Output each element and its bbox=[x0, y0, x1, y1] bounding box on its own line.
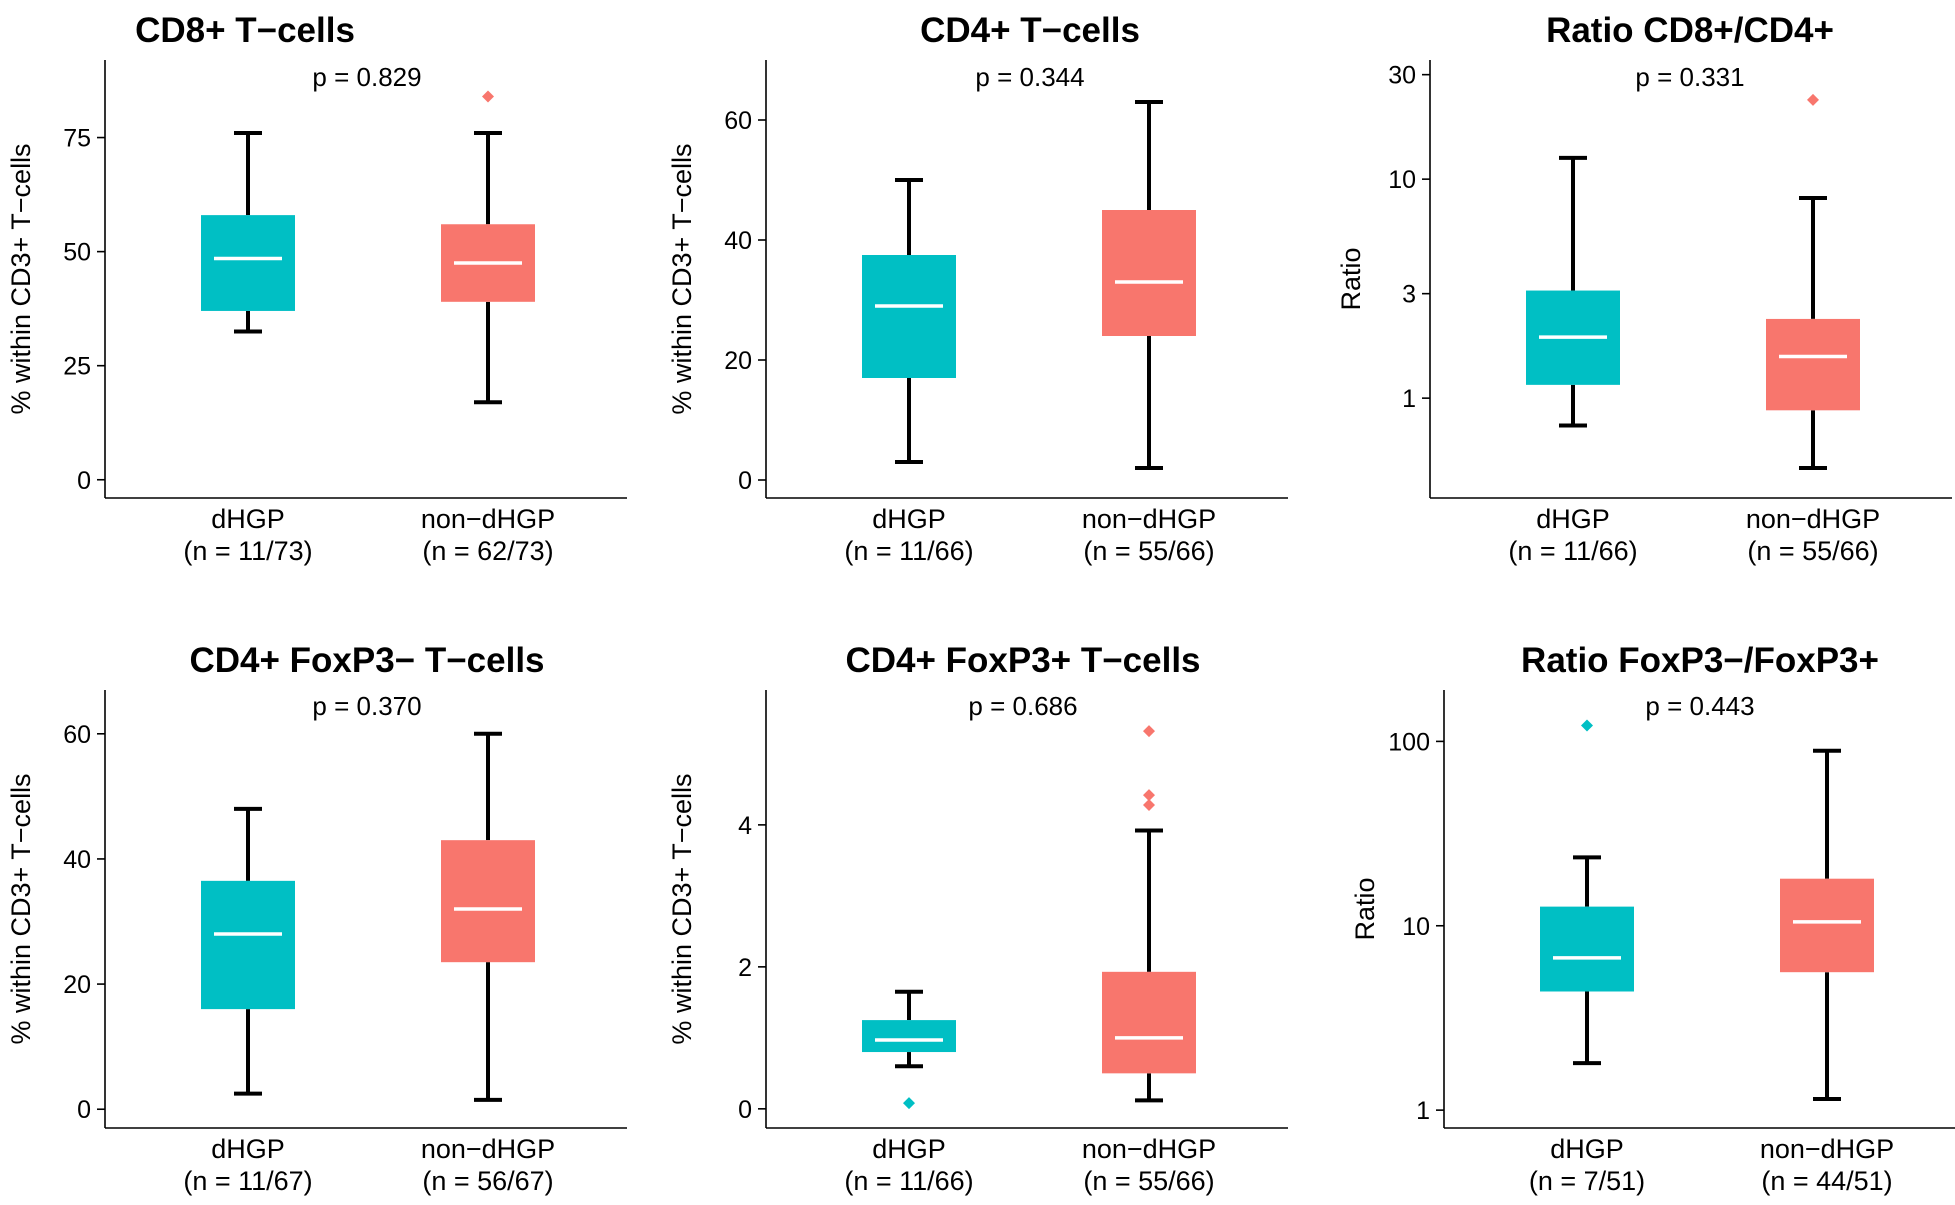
panel-title: CD8+ T−cells bbox=[135, 11, 355, 50]
x-category-label: dHGP bbox=[872, 504, 946, 534]
x-sample-size-label: (n = 44/51) bbox=[1761, 1166, 1892, 1196]
x-category-label: dHGP bbox=[211, 1134, 285, 1164]
y-tick-label: 20 bbox=[63, 971, 91, 999]
x-sample-size-label: (n = 11/66) bbox=[844, 1166, 973, 1196]
outlier-point bbox=[1807, 93, 1819, 106]
y-tick-label: 1 bbox=[1416, 1097, 1430, 1125]
x-category-label: non−dHGP bbox=[1082, 504, 1216, 534]
panel-title: CD4+ FoxP3+ T−cells bbox=[845, 641, 1200, 680]
y-tick-label: 10 bbox=[1402, 913, 1430, 941]
x-category-label: dHGP bbox=[1550, 1134, 1624, 1164]
p-value-label: p = 0.344 bbox=[975, 62, 1084, 92]
x-sample-size-label: (n = 55/66) bbox=[1747, 536, 1878, 566]
y-axis-label: % within CD3+ T−cells bbox=[667, 143, 697, 414]
box-non-dhgp bbox=[441, 840, 535, 963]
box-dhgp bbox=[862, 1020, 956, 1053]
box-non-dhgp bbox=[1766, 318, 1860, 411]
x-category-label: non−dHGP bbox=[1082, 1134, 1216, 1164]
x-category-label: non−dHGP bbox=[1746, 504, 1880, 534]
x-sample-size-label: (n = 11/66) bbox=[1508, 536, 1637, 566]
x-category-label: non−dHGP bbox=[1760, 1134, 1894, 1164]
x-sample-size-label: (n = 62/73) bbox=[422, 536, 553, 566]
y-tick-label: 40 bbox=[63, 846, 91, 874]
panel-title: CD4+ FoxP3− T−cells bbox=[189, 641, 544, 680]
y-tick-label: 0 bbox=[77, 467, 91, 495]
panel-title: Ratio CD8+/CD4+ bbox=[1546, 11, 1834, 50]
y-tick-label: 100 bbox=[1388, 728, 1430, 756]
y-tick-label: 40 bbox=[724, 227, 752, 255]
y-tick-label: 0 bbox=[77, 1096, 91, 1124]
y-axis-label: % within CD3+ T−cells bbox=[6, 143, 36, 414]
y-tick-label: 50 bbox=[63, 239, 91, 267]
p-value-label: p = 0.370 bbox=[312, 691, 421, 721]
box-dhgp bbox=[862, 255, 956, 378]
x-category-label: non−dHGP bbox=[421, 504, 555, 534]
box-non-dhgp bbox=[1102, 210, 1196, 336]
outlier-point bbox=[1143, 799, 1155, 812]
y-axis-label: % within CD3+ T−cells bbox=[667, 773, 697, 1044]
y-axis-label: Ratio bbox=[1350, 877, 1380, 940]
x-sample-size-label: (n = 11/67) bbox=[183, 1166, 312, 1196]
y-tick-label: 10 bbox=[1388, 166, 1416, 194]
p-value-label: p = 0.686 bbox=[968, 691, 1077, 721]
y-tick-label: 60 bbox=[724, 107, 752, 135]
y-axis-label: Ratio bbox=[1336, 247, 1366, 310]
y-tick-label: 20 bbox=[724, 347, 752, 375]
y-tick-label: 60 bbox=[63, 721, 91, 749]
y-tick-label: 25 bbox=[63, 353, 91, 381]
x-category-label: non−dHGP bbox=[421, 1134, 555, 1164]
box-dhgp bbox=[201, 215, 295, 311]
x-category-label: dHGP bbox=[211, 504, 285, 534]
p-value-label: p = 0.829 bbox=[312, 62, 421, 92]
y-axis-label: % within CD3+ T−cells bbox=[6, 773, 36, 1044]
y-tick-label: 2 bbox=[738, 954, 752, 982]
box-non-dhgp bbox=[1102, 971, 1196, 1074]
y-tick-label: 0 bbox=[738, 1096, 752, 1124]
x-category-label: dHGP bbox=[872, 1134, 946, 1164]
p-value-label: p = 0.443 bbox=[1645, 691, 1754, 721]
y-tick-label: 75 bbox=[63, 125, 91, 153]
y-tick-label: 30 bbox=[1388, 62, 1416, 90]
y-tick-label: 0 bbox=[738, 467, 752, 495]
outlier-point bbox=[1143, 725, 1155, 738]
x-sample-size-label: (n = 11/66) bbox=[844, 536, 973, 566]
x-sample-size-label: (n = 7/51) bbox=[1529, 1166, 1645, 1196]
x-sample-size-label: (n = 11/73) bbox=[183, 536, 312, 566]
outlier-point bbox=[482, 90, 494, 103]
panel-title: CD4+ T−cells bbox=[920, 11, 1140, 50]
panel-title: Ratio FoxP3−/FoxP3+ bbox=[1521, 641, 1879, 680]
box-dhgp bbox=[1540, 906, 1634, 992]
y-tick-label: 4 bbox=[738, 812, 752, 840]
y-tick-label: 3 bbox=[1402, 281, 1416, 309]
box-dhgp bbox=[201, 880, 295, 1010]
box-non-dhgp bbox=[1780, 878, 1874, 973]
outlier-point bbox=[903, 1097, 915, 1110]
outlier-point bbox=[1581, 719, 1593, 732]
outlier-point bbox=[1143, 789, 1155, 802]
x-sample-size-label: (n = 55/66) bbox=[1083, 1166, 1214, 1196]
x-sample-size-label: (n = 56/67) bbox=[422, 1166, 553, 1196]
x-sample-size-label: (n = 55/66) bbox=[1083, 536, 1214, 566]
y-tick-label: 1 bbox=[1402, 385, 1416, 413]
p-value-label: p = 0.331 bbox=[1635, 62, 1744, 92]
x-category-label: dHGP bbox=[1536, 504, 1610, 534]
